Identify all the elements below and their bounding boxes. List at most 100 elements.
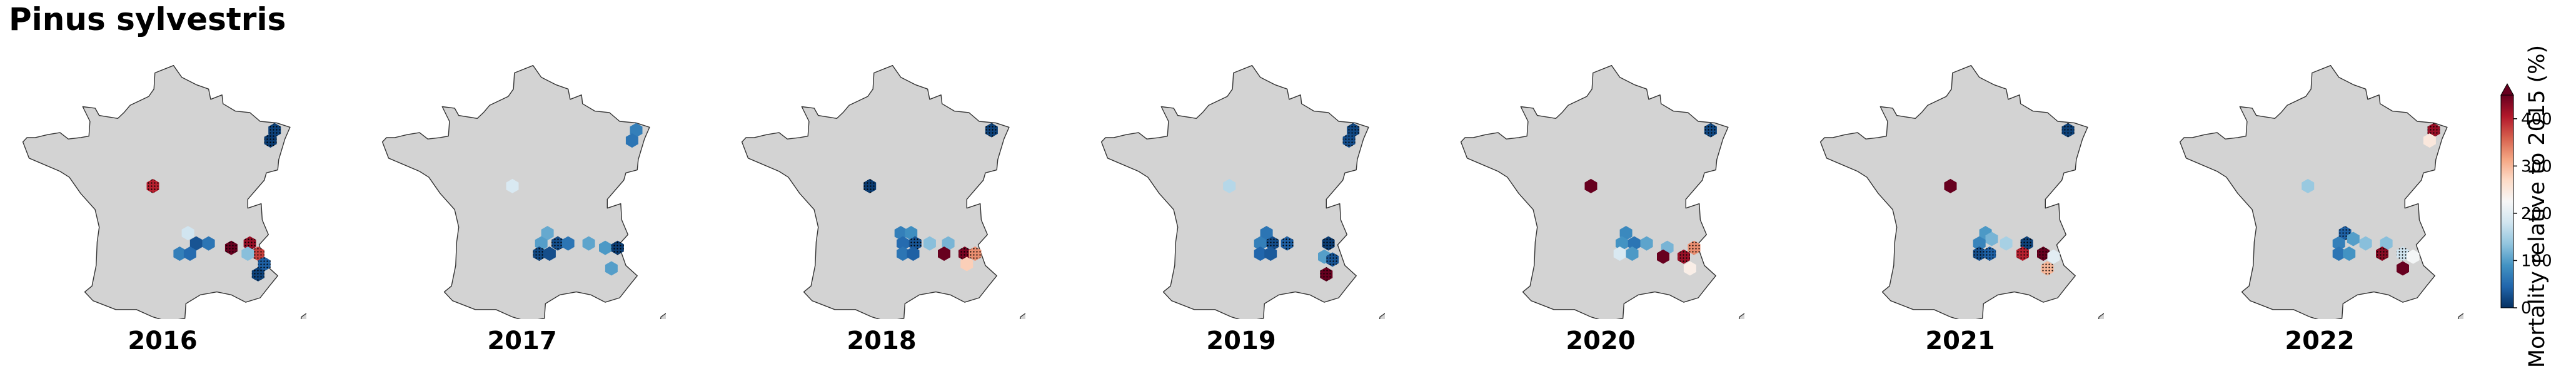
colorbar: 0 100 200 300 400 <box>2500 83 2552 318</box>
colorbar-tick-label: 300 <box>2521 157 2552 176</box>
significance-hatch <box>2041 261 2054 276</box>
significance-hatch <box>264 133 277 148</box>
grid-cell <box>1264 246 1277 261</box>
grid-cell <box>2359 236 2372 251</box>
grid-cell <box>181 226 194 241</box>
colorbar-extend-arrow <box>2500 83 2514 96</box>
year-label: 2016 <box>128 327 198 355</box>
significance-hatch <box>2037 246 2050 261</box>
grid-cell <box>2423 133 2436 148</box>
mainland-france-shape <box>2179 64 2448 319</box>
grid-cell <box>923 236 936 251</box>
grid-cell <box>938 246 950 261</box>
grid-cell <box>241 246 254 261</box>
corsica-shape <box>300 313 306 319</box>
grid-cell <box>189 236 203 251</box>
map-svg <box>1460 64 1744 319</box>
grid-cell <box>1619 226 1633 241</box>
significance-hatch <box>551 236 565 251</box>
grid-cell <box>1584 178 1597 193</box>
corsica-shape <box>1379 313 1385 319</box>
grid-cell <box>960 257 974 272</box>
figure-title: Pinus sylvestris <box>9 1 286 38</box>
grid-cell <box>630 123 643 138</box>
corsica-shape <box>1019 313 1025 319</box>
grid-cell <box>905 226 918 241</box>
significance-hatch <box>863 178 877 193</box>
significance-hatch <box>1973 246 1986 261</box>
mainland-france-shape <box>741 64 1010 319</box>
significance-hatch <box>1347 123 1360 138</box>
grid-cell <box>907 246 920 261</box>
grid-cell <box>173 246 186 261</box>
grid-cell <box>506 178 519 193</box>
map-svg <box>22 64 306 319</box>
significance-hatch <box>2376 246 2388 261</box>
map-svg <box>1100 64 1385 319</box>
grid-cell <box>2302 178 2315 193</box>
significance-hatch <box>268 123 281 138</box>
significance-hatch <box>1688 240 1701 255</box>
map-panel-2018: 2018 <box>738 56 1025 357</box>
grid-cell <box>1223 178 1236 193</box>
grid-cell <box>1254 236 1267 251</box>
grid-cell <box>2332 236 2345 251</box>
grid-cell <box>1613 246 1626 261</box>
grid-cell <box>1640 236 1653 251</box>
significance-hatch <box>224 240 238 255</box>
significance-hatch <box>258 257 271 272</box>
significance-hatch <box>1342 133 1356 148</box>
mainland-france-shape <box>1819 64 2088 319</box>
map-panel-2016: 2016 <box>19 56 306 357</box>
grid-cell <box>599 240 611 255</box>
significance-hatch <box>2427 123 2440 138</box>
corsica-shape <box>1738 313 1744 319</box>
map-panel-2019: 2019 <box>1097 56 1385 357</box>
year-label: 2017 <box>487 327 557 355</box>
significance-hatch <box>251 267 264 282</box>
map-panel-2021: 2021 <box>1816 56 2104 357</box>
map-svg <box>1819 64 2104 319</box>
colorbar-tick-label: 400 <box>2521 110 2552 129</box>
grid-cell <box>1628 236 1641 251</box>
grid-cell <box>942 236 955 251</box>
significance-hatch <box>146 178 159 193</box>
significance-hatch <box>251 246 264 261</box>
grid-cell <box>625 133 638 148</box>
mainland-france-shape <box>1460 64 1729 319</box>
map-svg <box>741 64 1025 319</box>
corsica-shape <box>660 313 666 319</box>
grid-cell <box>1657 249 1669 264</box>
grid-cell <box>535 236 548 251</box>
grid-cell <box>561 236 575 251</box>
grid-cell <box>2397 261 2409 276</box>
significance-hatch <box>908 236 922 251</box>
grid-cell <box>897 246 909 261</box>
mainland-france-shape <box>381 64 650 319</box>
grid-cell <box>1616 236 1628 251</box>
grid-cell <box>897 236 909 251</box>
colorbar-tick-label: 200 <box>2521 205 2552 223</box>
significance-hatch <box>1266 236 1279 251</box>
significance-hatch <box>2397 246 2409 261</box>
significance-hatch <box>1704 123 1717 138</box>
grid-cell <box>1260 226 1273 241</box>
map-panel-2020: 2020 <box>1457 56 1744 357</box>
grid-cell <box>2407 249 2420 264</box>
significance-hatch <box>2016 246 2029 261</box>
year-label: 2022 <box>2285 327 2355 355</box>
significance-hatch <box>2020 236 2033 251</box>
grid-cell <box>1683 261 1696 276</box>
grid-cell <box>2347 231 2360 246</box>
map-panel-2022: 2022 <box>2176 56 2463 357</box>
mainland-france-shape <box>1100 64 1369 319</box>
year-label: 2020 <box>1566 327 1636 355</box>
colorbar-tick-label: 100 <box>2521 252 2552 270</box>
colorbar-gradient <box>2500 94 2514 308</box>
corsica-shape <box>2457 313 2463 319</box>
grid-cell <box>2343 246 2356 261</box>
significance-hatch <box>1322 236 1335 251</box>
significance-hatch <box>611 240 624 255</box>
significance-hatch <box>1320 267 1333 282</box>
grid-cell <box>605 261 618 276</box>
